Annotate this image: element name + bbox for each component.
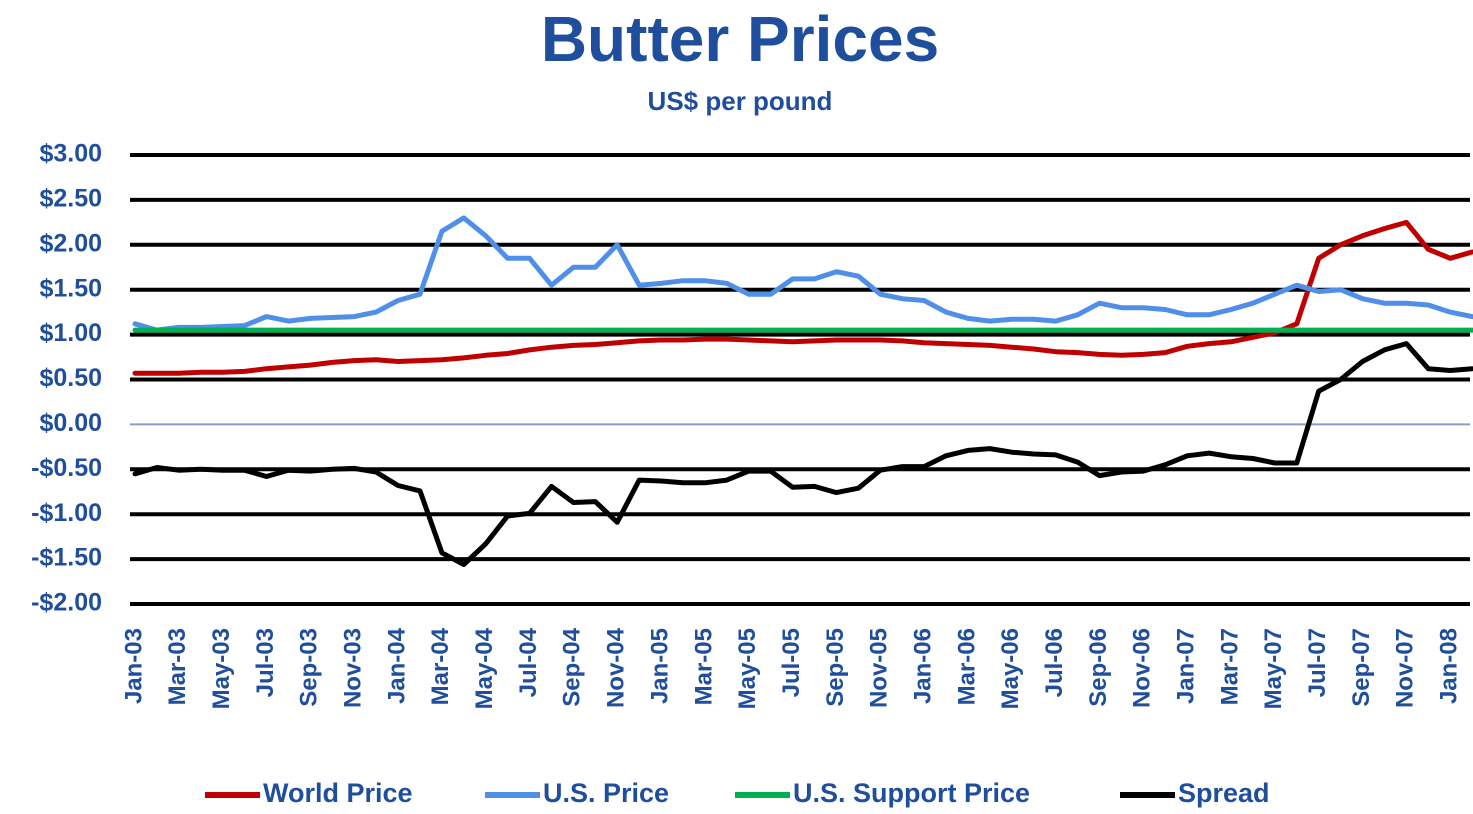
y-tick-label: $2.00 (39, 229, 102, 257)
x-tick-label: Jan-03 (120, 628, 147, 704)
series-line (132, 341, 1473, 567)
x-tick-label: May-04 (471, 627, 498, 709)
x-tick-label: Mar-07 (1216, 628, 1243, 705)
y-tick-label: $1.00 (39, 319, 102, 347)
y-tick-label: $0.50 (39, 364, 102, 392)
chart-title: Butter Prices (541, 3, 939, 75)
x-tick-label: Jan-04 (383, 627, 410, 704)
x-tick-label: Jan-08 (1436, 628, 1463, 704)
x-tick-label: Nov-05 (866, 628, 893, 708)
x-tick-label: Jul-06 (1041, 628, 1068, 697)
x-tick-label: Jan-06 (909, 628, 936, 704)
x-tick-label: Jul-03 (252, 628, 279, 697)
series-line (132, 219, 1473, 376)
x-tick-label: Jul-04 (515, 627, 542, 697)
x-tick-label: Sep-06 (1085, 628, 1112, 707)
x-tick-label: Mar-03 (164, 628, 191, 705)
y-tick-label: $2.50 (39, 185, 102, 213)
series-line (132, 215, 1473, 333)
y-tick-label: $0.00 (39, 409, 102, 437)
y-tick-label: $3.00 (39, 140, 102, 168)
legend-label: U.S. Support Price (793, 778, 1030, 808)
x-tick-label: Nov-04 (603, 627, 630, 708)
x-tick-label: Sep-07 (1348, 628, 1375, 707)
x-tick-label: Sep-05 (822, 628, 849, 707)
y-tick-label: -$0.50 (31, 454, 102, 482)
chart-subtitle: US$ per pound (648, 86, 833, 116)
legend-label: Spread (1178, 778, 1270, 808)
y-tick-label: -$2.00 (31, 589, 102, 617)
x-tick-label: Sep-04 (559, 627, 586, 706)
x-tick-label: Sep-03 (296, 628, 323, 707)
y-tick-label: $1.50 (39, 274, 102, 302)
x-tick-label: Jul-05 (778, 628, 805, 697)
y-tick-label: -$1.00 (31, 499, 102, 527)
x-tick-label: May-07 (1260, 628, 1287, 709)
x-tick-label: Mar-05 (690, 628, 717, 705)
x-tick-label: Nov-07 (1392, 628, 1419, 708)
x-tick-label: Nov-03 (340, 628, 367, 708)
x-tick-label: Nov-06 (1129, 628, 1156, 708)
x-tick-label: Jan-05 (646, 628, 673, 704)
x-tick-label: May-03 (208, 628, 235, 709)
x-tick-label: Mar-04 (427, 627, 454, 705)
x-tick-label: May-05 (734, 628, 761, 709)
legend-label: U.S. Price (543, 778, 669, 808)
y-tick-label: -$1.50 (31, 544, 102, 572)
legend-label: World Price (263, 778, 413, 808)
x-tick-label: Jan-07 (1173, 628, 1200, 704)
x-tick-label: Jul-07 (1304, 628, 1331, 697)
x-tick-label: May-06 (997, 628, 1024, 709)
x-tick-label: Mar-06 (953, 628, 980, 705)
